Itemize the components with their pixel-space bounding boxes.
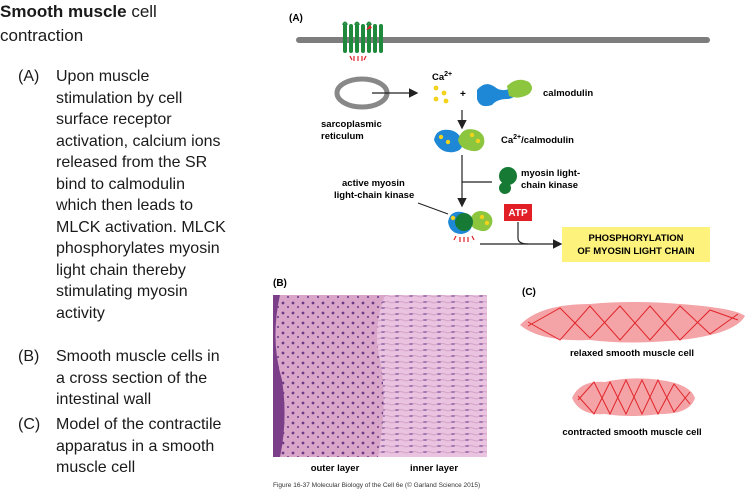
desc-a-line: Upon muscle [56, 68, 150, 85]
title-line2: contraction [0, 26, 84, 45]
description-c-label: (C) [18, 416, 41, 433]
calcium-ions [433, 85, 449, 104]
mlck-label-line2: chain kinase [521, 180, 578, 191]
desc-a-line: bind to calmodulin [56, 175, 185, 193]
result-line1: PHOSPHORYLATION [588, 233, 683, 244]
calmodulin-label: calmodulin [543, 88, 593, 99]
desc-a-line: light chain thereby [56, 261, 186, 279]
desc-a-line: stimulating myosin [56, 283, 188, 300]
contracted-cell [572, 378, 695, 416]
receptor-icon [342, 21, 383, 61]
mlck-label-line1: myosin light- [521, 168, 580, 179]
title-rest: cell [126, 2, 157, 21]
cell-membrane [296, 37, 710, 43]
desc-a-line: released from the SR [56, 154, 208, 171]
description-c: (C) Model of the contractile apparatus i… [18, 414, 268, 479]
ca-label: Ca2+ [432, 71, 452, 83]
relaxed-cell-label: relaxed smooth muscle cell [570, 348, 694, 359]
inner-layer-label: inner layer [410, 463, 458, 474]
active-mlck-label-line1: active myosin [342, 178, 405, 189]
desc-a-line: surface receptor [56, 111, 172, 128]
atp-label: ATP [508, 208, 528, 219]
result-box [562, 227, 710, 262]
desc-a-line: phosphorylates myosin [56, 240, 220, 257]
active-mlck-pointer [417, 202, 449, 215]
active-mlck-label-line2: light-chain kinase [334, 190, 414, 201]
panel-a-label: (A) [289, 13, 303, 24]
desc-b-line: intestinal wall [56, 391, 152, 408]
desc-a-line: activation, calcium ions [56, 132, 221, 150]
panel-c-label: (C) [522, 287, 536, 298]
desc-b-line: a cross section of the [56, 369, 208, 387]
title-bold: Smooth muscle [0, 2, 127, 21]
contracted-cell-label: contracted smooth muscle cell [562, 427, 701, 438]
desc-c-line: apparatus in a smooth [56, 437, 215, 455]
atp-join-curve [517, 237, 529, 245]
page-title: Smooth muscle cell contraction [0, 0, 250, 48]
result-line2: OF MYOSIN LIGHT CHAIN [577, 246, 694, 257]
plus-sign: + [460, 89, 466, 100]
description-a-label: (A) [18, 68, 40, 85]
desc-a-line: which then leads to [56, 197, 193, 214]
desc-c-line: Model of the contractile [56, 416, 222, 433]
description-b-label: (B) [18, 348, 40, 365]
desc-a-line: activity [56, 304, 105, 322]
mlck-icon [499, 167, 517, 194]
figure-caption: Figure 16-37 Molecular Biology of the Ce… [273, 481, 480, 489]
desc-a-line: MLCK activation. MLCK [56, 218, 226, 236]
calmodulin-icon [477, 79, 532, 107]
outer-layer-label: outer layer [311, 463, 360, 474]
relaxed-cell [520, 302, 745, 343]
sr-label-line1: sarcoplasmic [321, 119, 382, 130]
sr-label-line2: reticulum [321, 131, 364, 142]
desc-b-line: Smooth muscle cells in [56, 348, 220, 365]
tissue-micrograph [273, 295, 487, 457]
desc-a-line: stimulation by cell [56, 89, 183, 107]
active-mlck-complex-icon [448, 211, 493, 242]
ca-calmodulin-complex-icon [434, 129, 485, 153]
atp-badge [504, 204, 532, 221]
ca-calmodulin-label: Ca2+/calmodulin [501, 134, 574, 146]
panel-b-label: (B) [273, 278, 287, 289]
description-b: (B) Smooth muscle cells in a cross secti… [18, 346, 268, 411]
description-a: (A) Upon muscle stimulation by cell surf… [18, 66, 268, 324]
desc-c-line: muscle cell [56, 459, 136, 476]
